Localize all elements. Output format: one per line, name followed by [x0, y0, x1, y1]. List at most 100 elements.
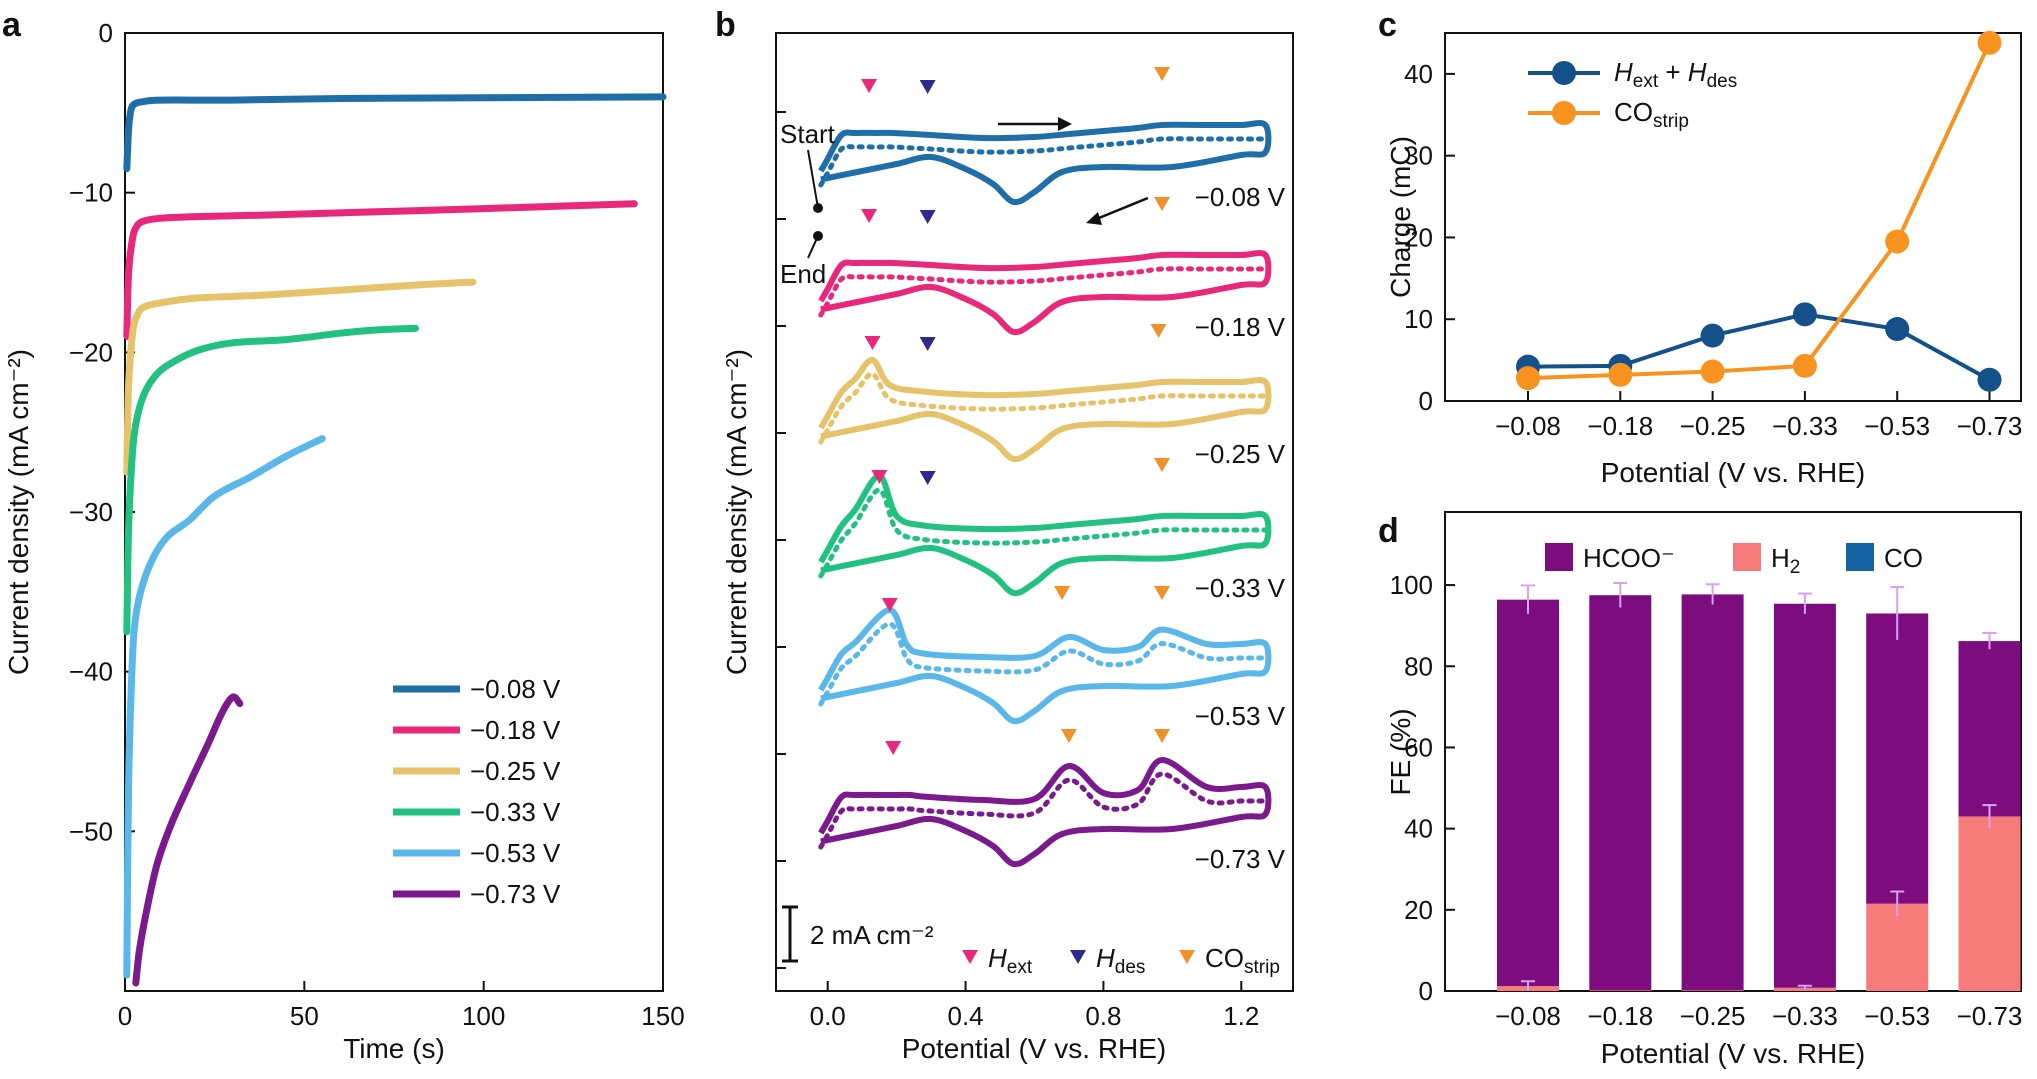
reverse-arrow-line — [1093, 196, 1149, 222]
panel-a-xlabel: Time (s) — [343, 1033, 445, 1064]
hext-marker — [861, 209, 878, 223]
panel-b-cv-dotted — [818, 487, 1268, 579]
fe-bar-hcoo — [1773, 603, 1836, 988]
panel-b-legend: Hext Hdes COstrip — [962, 943, 1280, 978]
panel-b-cv-dotted — [818, 771, 1268, 850]
panel-a-ticks: 0 50 100 150 0 −10 −20 −30 −40 −50 — [69, 18, 685, 1031]
end-label: End — [780, 259, 826, 289]
panel-c-ytick-label: 10 — [1404, 304, 1433, 334]
panel-c-point — [1516, 366, 1540, 391]
panel-a-legend-label: −0.53 V — [470, 838, 561, 868]
panel-b-cv-dotted — [818, 371, 1268, 445]
panel-c-legend: Hext + Hdes COstrip — [1528, 57, 1737, 132]
panel-c-series-line — [1527, 41, 1992, 381]
hdes-marker — [919, 210, 936, 224]
panel-c-xtick-label: −0.33 — [1772, 411, 1838, 441]
hext-marker — [864, 336, 881, 350]
panel-b-markers — [861, 67, 1171, 755]
panel-d-xtick-label: −0.08 — [1495, 1001, 1561, 1031]
costrip-marker — [1154, 197, 1171, 211]
panel-d-xtick-label: −0.25 — [1680, 1001, 1746, 1031]
panel-a-legend-label: −0.73 V — [470, 879, 561, 909]
panel-d-ylabel: FE (%) — [1385, 708, 1416, 795]
panel-b-cv-curve — [818, 473, 1272, 597]
panel-b-cv-curve — [818, 120, 1272, 206]
panel-b-curve-labels: −0.08 V −0.18 V −0.25 V −0.33 V −0.53 V −0.73… — [1195, 182, 1286, 874]
panel-a: 0 50 100 150 0 −10 −20 −30 −40 −50 Time (s) Curre… — [3, 18, 685, 1064]
reverse-arrow-head — [1086, 212, 1102, 225]
panel-b-legend-label: Hdes — [1096, 943, 1145, 978]
panel-d-xlabel: Potential (V vs. RHE) — [1601, 1038, 1866, 1069]
costrip-marker — [1054, 586, 1071, 600]
hdes-marker — [919, 80, 936, 94]
panel-d-ytick-label: 80 — [1404, 651, 1433, 681]
panel-c-series — [1516, 30, 2002, 392]
panel-a-xtick-label: 0 — [118, 1001, 132, 1031]
panel-c-ytick-label: 40 — [1404, 59, 1433, 89]
fe-bar-hcoo — [1497, 599, 1559, 987]
panel-a-series-line — [132, 693, 244, 987]
panel-c-series-line — [1527, 312, 1991, 382]
start-label: Start — [780, 119, 836, 149]
panel-a-ytick-label: −40 — [69, 657, 113, 687]
costrip-marker — [1154, 67, 1171, 81]
panel-c-ytick-label: 30 — [1404, 141, 1433, 171]
panel-b-curve-label: −0.08 V — [1195, 182, 1286, 212]
panel-b-curve-label: −0.53 V — [1195, 701, 1286, 731]
panel-b-cv-dotted — [818, 621, 1268, 707]
panel-c-legend-marker-2 — [1552, 101, 1576, 125]
fe-bar-hcoo — [1958, 641, 2021, 817]
fe-bar-h2 — [1589, 990, 1652, 991]
sweep-arrows — [998, 117, 1149, 225]
hdes-marker — [919, 471, 936, 485]
panel-d-legend-label: HCOO⁻ — [1583, 543, 1675, 573]
panel-d-xtick-label: −0.18 — [1587, 1001, 1653, 1031]
panel-label-c: c — [1378, 6, 1397, 44]
panel-b-curves — [818, 120, 1272, 868]
panel-d-xtick-label: −0.33 — [1772, 1001, 1838, 1031]
panel-label-d: d — [1378, 512, 1399, 550]
fe-bar-h2 — [1681, 990, 1744, 991]
scale-bar-label: 2 mA cm⁻² — [810, 920, 934, 950]
fe-bar-hcoo — [1866, 613, 1929, 904]
panel-c: −0.08 −0.18 −0.25 −0.33 −0.53 −0.73010203040 … — [1385, 30, 2022, 488]
panel-d-legend-swatch — [1846, 543, 1874, 571]
panel-b-legend-marker — [1179, 950, 1195, 964]
panel-d-ytick-label: 100 — [1390, 570, 1433, 600]
hext-marker — [871, 470, 888, 484]
panel-label-b: b — [715, 6, 736, 44]
costrip-marker — [1150, 324, 1167, 338]
panel-c-xlabel: Potential (V vs. RHE) — [1601, 457, 1866, 488]
costrip-marker-2 — [1154, 586, 1171, 600]
panel-a-legend-label: −0.25 V — [470, 756, 561, 786]
panel-b-legend-label: Hext — [988, 943, 1033, 978]
start-pointer — [807, 149, 819, 209]
panel-c-point — [1700, 359, 1725, 384]
panel-c-point — [1792, 353, 1817, 378]
panel-c-xtick-label: −0.53 — [1864, 411, 1930, 441]
start-dot — [813, 203, 823, 213]
panel-a-legend-label: −0.33 V — [470, 797, 561, 827]
panel-c-xtick-label: −0.73 — [1957, 411, 2023, 441]
panel-a-ylabel: Current density (mA cm⁻²) — [3, 349, 34, 675]
panel-a-frame — [124, 32, 664, 992]
panel-d-ticks: −0.08 −0.18 −0.25 −0.33 −0.53 −0.73 0 20 40 60 80 1… — [1390, 570, 2023, 1031]
panel-d-legend-label: H2 — [1771, 543, 1800, 578]
panel-b-ticks: 0.0 0.4 0.8 1.2 — [776, 111, 1259, 1031]
panel-b-xlabel: Potential (V vs. RHE) — [902, 1033, 1167, 1064]
costrip-marker-2 — [1154, 729, 1171, 743]
panel-b-cv-dotted — [818, 266, 1268, 318]
panel-b-ylabel: Current density (mA cm⁻²) — [721, 349, 752, 675]
panel-b-curve-label: −0.18 V — [1195, 312, 1286, 342]
panel-a-ytick-label: −20 — [69, 337, 113, 367]
panel-c-ticks: −0.08 −0.18 −0.25 −0.33 −0.53 −0.73 0 10 20 30 40 — [1404, 59, 2022, 441]
panel-a-ytick-label: −30 — [69, 497, 113, 527]
panel-b-cv-dotted — [818, 136, 1268, 188]
hdes-marker — [919, 337, 936, 351]
panel-b-curve-label: −0.25 V — [1195, 439, 1286, 469]
panel-d: −0.08 −0.18 −0.25 −0.33 −0.53 −0.73 0 20 40 60 80 1… — [1385, 511, 2023, 1069]
panel-d-bars — [1497, 582, 2021, 991]
panel-a-legend-label: −0.18 V — [470, 715, 561, 745]
panel-b-curve-label: −0.33 V — [1195, 573, 1286, 603]
